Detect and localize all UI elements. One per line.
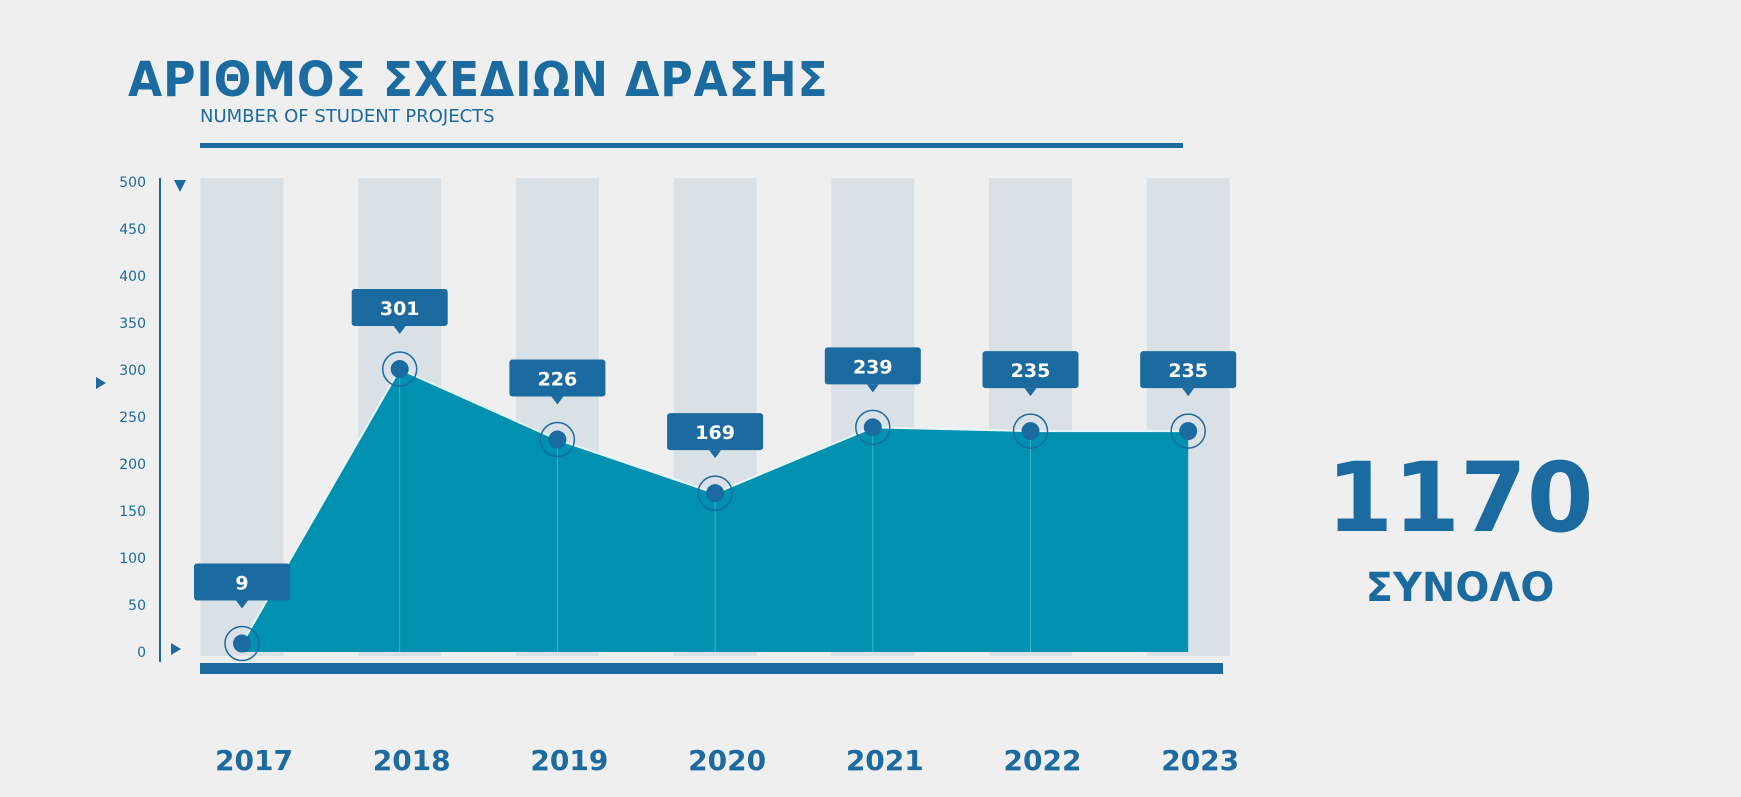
x-tick-label: 2019 (530, 744, 608, 777)
y-tick-label: 450 (119, 222, 146, 238)
bubble-pointer (866, 384, 879, 393)
data-point (548, 430, 567, 449)
chart-title: ΑΡΙΘΜΟΣ ΣΧΕΔΙΩΝ ΔΡΑΣΗΣ (128, 52, 829, 108)
value-bubble (194, 563, 290, 601)
x-tick-label: 2017 (215, 744, 293, 777)
value-label: 9 (235, 573, 248, 595)
y-tick-label: 350 (119, 316, 146, 332)
value-label: 235 (1011, 360, 1051, 382)
y-tick-label: 50 (128, 598, 146, 614)
data-point-ring (1170, 413, 1206, 449)
axis-marker-0 (171, 643, 181, 655)
data-point (1179, 422, 1198, 441)
value-bubble (982, 351, 1079, 389)
data-point (233, 634, 251, 653)
data-point (390, 360, 409, 379)
y-tick-label: 300 (119, 363, 146, 379)
value-label: 169 (695, 422, 735, 444)
data-point-ring (224, 625, 260, 662)
data-point-ring (697, 475, 733, 511)
value-bubble (351, 289, 448, 327)
value-label: 301 (380, 298, 420, 320)
y-tick-label: 150 (119, 504, 146, 520)
chart-subtitle: NUMBER OF STUDENT PROJECTS (200, 106, 495, 127)
data-point (1021, 422, 1040, 441)
value-label: 226 (538, 369, 578, 391)
value-bubble (509, 359, 606, 397)
bubble-pointer (393, 326, 406, 335)
y-tick-label: 400 (119, 269, 146, 285)
axis-marker-top (174, 180, 186, 192)
total-label: ΣΥΝΟΛΟ (1365, 565, 1555, 611)
data-point-ring (539, 421, 576, 458)
data-point-ring (381, 351, 418, 387)
value-bubble (1140, 351, 1237, 389)
y-tick-label: 100 (119, 551, 146, 567)
data-point (706, 484, 725, 503)
value-bubble (667, 413, 764, 451)
value-label: 235 (1168, 360, 1208, 382)
data-point (863, 418, 882, 437)
x-tick-label: 2022 (1004, 744, 1082, 777)
data-point-ring (855, 409, 891, 446)
bubble-pointer (551, 396, 564, 405)
axis-marker-300 (96, 377, 106, 389)
total-value: 1170 (1326, 442, 1594, 554)
x-tick-label: 2021 (846, 744, 924, 777)
data-point-ring (1012, 413, 1049, 449)
bubble-pointer (1024, 388, 1037, 397)
y-tick-label: 200 (119, 457, 146, 473)
x-tick-label: 2023 (1161, 744, 1239, 777)
value-label: 239 (853, 356, 893, 378)
y-tick-label: 500 (119, 175, 146, 191)
x-tick-label: 2020 (688, 744, 766, 777)
y-tick-label: 0 (137, 645, 146, 661)
bubble-pointer (236, 600, 248, 609)
bubble-pointer (709, 450, 722, 459)
x-axis-bar (200, 663, 1223, 674)
x-tick-label: 2018 (373, 744, 451, 777)
bubble-pointer (1182, 388, 1195, 397)
y-tick-label: 250 (119, 410, 146, 426)
title-underline (200, 143, 1183, 148)
value-bubble (824, 347, 921, 385)
